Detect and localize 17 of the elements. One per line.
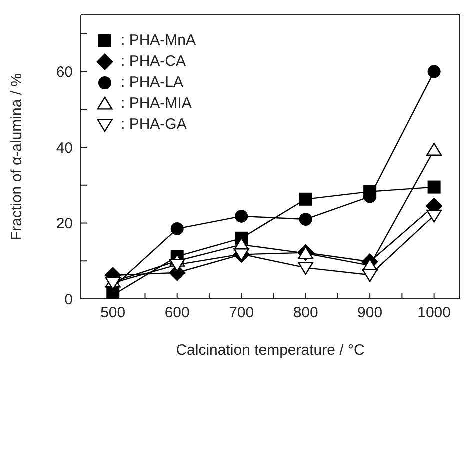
y-tick-label: 0 <box>64 291 73 308</box>
legend-label: : PHA-MnA <box>121 32 196 49</box>
legend-label: : PHA-MIA <box>121 95 192 112</box>
y-tick-label: 20 <box>56 216 73 233</box>
legend-label: : PHA-GA <box>121 116 187 133</box>
x-tick-label: 700 <box>229 304 254 322</box>
x-tick-label: 500 <box>100 304 126 322</box>
x-axis-title: Calcination temperature / °C <box>176 342 365 359</box>
legend-label: : PHA-CA <box>121 53 186 70</box>
y-tick-label: 40 <box>56 140 73 157</box>
y-tick-label: 60 <box>56 64 73 82</box>
x-tick-label: 1000 <box>418 304 451 322</box>
y-axis-title: Fraction of α-alumina / % <box>8 73 26 241</box>
legend-label: : PHA-LA <box>121 74 184 91</box>
x-tick-label: 800 <box>293 304 318 322</box>
x-tick-label: 900 <box>358 304 383 322</box>
x-tick-label: 600 <box>164 304 190 322</box>
